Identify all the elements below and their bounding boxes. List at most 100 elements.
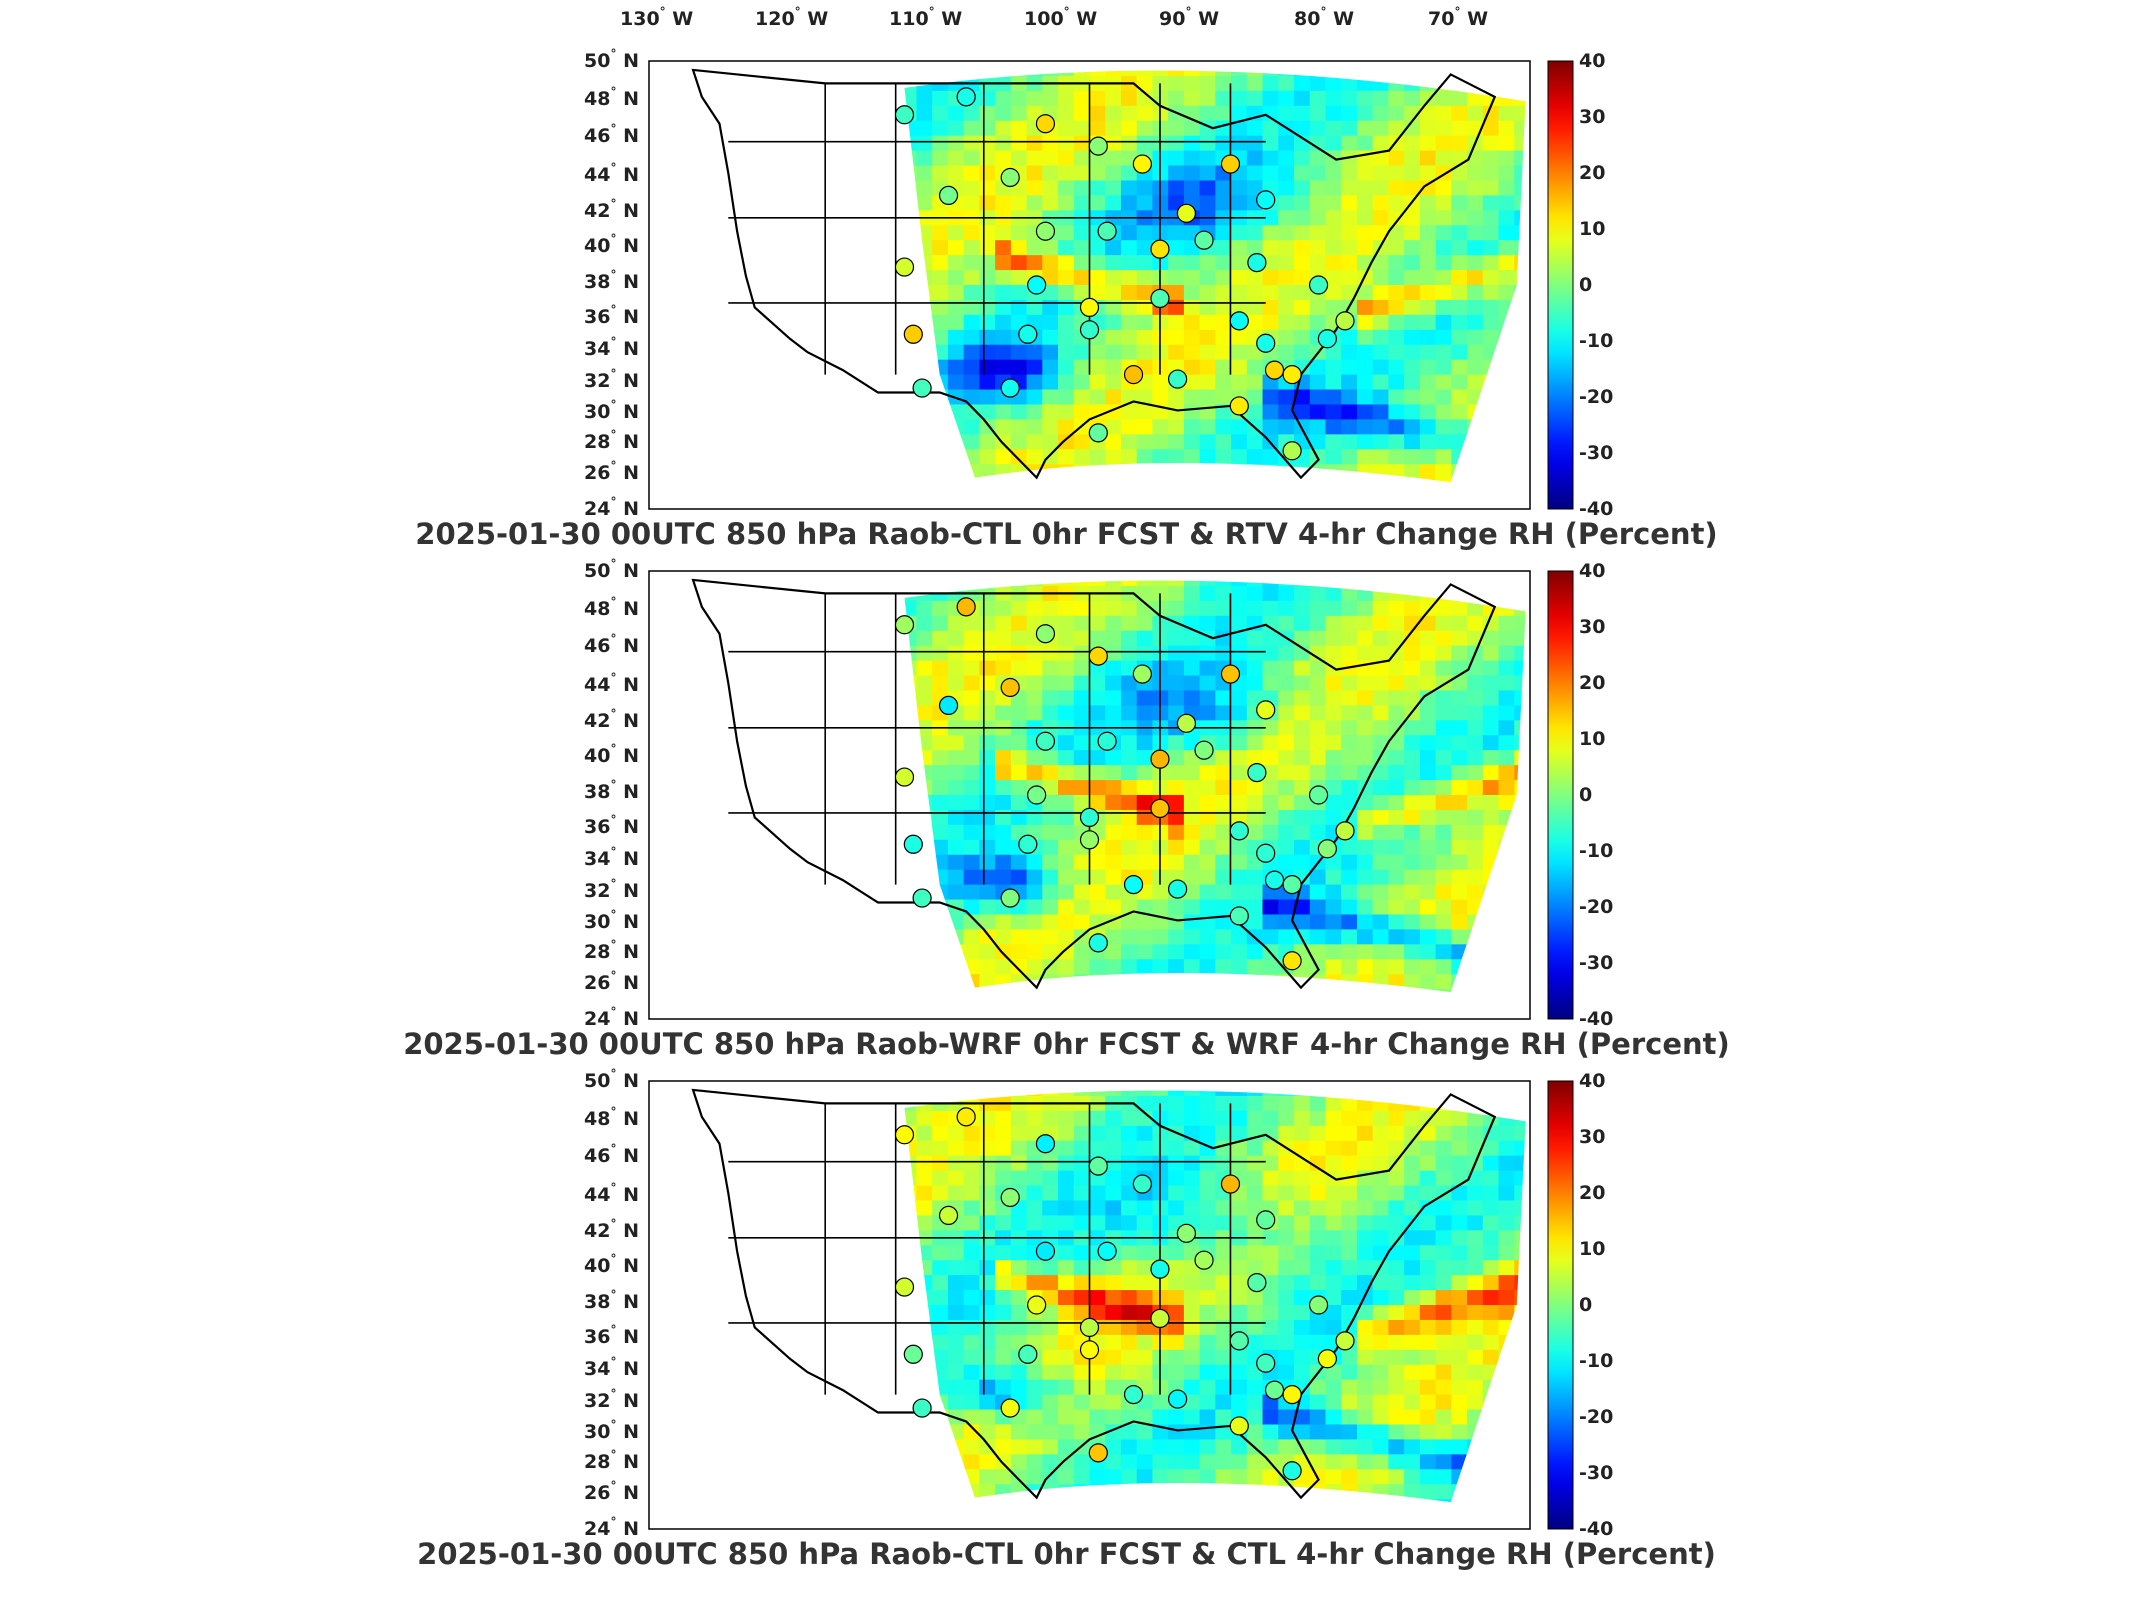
latitude-label: 40° N bbox=[584, 232, 639, 258]
panel-title: 2025-01-30 00UTC 850 hPa Raob-WRF 0hr FC… bbox=[403, 1027, 1730, 1061]
raob-station-marker bbox=[1132, 1174, 1152, 1194]
longitude-label: 120° W bbox=[755, 5, 829, 30]
longitude-label: 130° W bbox=[620, 5, 694, 30]
raob-station-marker bbox=[1035, 731, 1056, 751]
latitude-label: 50° N bbox=[584, 557, 639, 582]
colorbar-tick-label: 40 bbox=[1579, 50, 1606, 72]
colorbar-tick-label: -40 bbox=[1579, 498, 1614, 520]
raob-station-marker bbox=[1317, 1349, 1337, 1369]
raob-station-marker bbox=[1229, 396, 1249, 416]
raob-station-marker bbox=[1229, 311, 1249, 331]
raob-station-marker bbox=[1194, 1250, 1214, 1270]
colorbar-tick-label: 10 bbox=[1579, 728, 1606, 750]
colorbar bbox=[1547, 1080, 1574, 1530]
raob-station-marker bbox=[1097, 221, 1117, 241]
colorbar-tick-label: 20 bbox=[1579, 162, 1606, 184]
raob-station-marker bbox=[1229, 821, 1249, 841]
raob-station-marker bbox=[1123, 365, 1144, 385]
raob-station-marker bbox=[1229, 1331, 1249, 1351]
raob-station-marker bbox=[903, 324, 923, 344]
raob-station-marker bbox=[1247, 253, 1267, 273]
latitude-label: 34° N bbox=[584, 335, 639, 361]
colorbar-tick-label: 20 bbox=[1579, 672, 1606, 694]
raob-station-marker bbox=[1088, 1443, 1108, 1463]
latitude-label: 24° N bbox=[584, 1515, 639, 1540]
raob-station-marker bbox=[1264, 360, 1285, 380]
raob-station-marker bbox=[1035, 1241, 1056, 1261]
latitude-label: 44° N bbox=[584, 160, 639, 186]
latitude-label: 38° N bbox=[584, 1288, 639, 1314]
latitude-label: 30° N bbox=[584, 907, 639, 933]
latitude-label: 30° N bbox=[584, 1417, 639, 1443]
colorbar-tick-label: -30 bbox=[1579, 1462, 1614, 1484]
raob-station-marker bbox=[1018, 834, 1038, 854]
raob-station-marker bbox=[1256, 700, 1276, 720]
latitude-label: 48° N bbox=[584, 85, 639, 111]
raob-stations bbox=[894, 1107, 1355, 1481]
raob-station-marker bbox=[1247, 762, 1267, 783]
raob-station-marker bbox=[1264, 870, 1285, 890]
raob-station-marker bbox=[1018, 324, 1038, 344]
latitude-label: 36° N bbox=[584, 1322, 639, 1348]
raob-station-marker bbox=[1167, 879, 1188, 899]
raob-station-marker bbox=[1079, 320, 1100, 340]
raob-station-marker bbox=[1035, 221, 1056, 241]
raob-station-marker bbox=[894, 615, 915, 635]
raob-station-marker bbox=[956, 87, 976, 107]
latitude-label: 40° N bbox=[584, 1252, 639, 1278]
raob-station-marker bbox=[1088, 423, 1108, 443]
colorbar-tick-label: -10 bbox=[1579, 1350, 1614, 1372]
raob-station-marker bbox=[1282, 1384, 1302, 1405]
raob-station-marker bbox=[1097, 731, 1117, 751]
raob-station-marker bbox=[894, 257, 915, 277]
state-borders bbox=[728, 593, 1266, 885]
raob-station-marker bbox=[1150, 288, 1170, 309]
raob-station-marker bbox=[1256, 843, 1276, 863]
colorbar-tick-label: 0 bbox=[1579, 1294, 1593, 1316]
raob-station-marker bbox=[1220, 154, 1241, 174]
latitude-label: 32° N bbox=[584, 876, 639, 902]
raob-station-marker bbox=[1088, 646, 1108, 666]
raob-station-marker bbox=[956, 597, 976, 617]
raob-station-marker bbox=[1150, 749, 1170, 769]
latitude-label: 48° N bbox=[584, 1105, 639, 1131]
latitude-label: 32° N bbox=[584, 1386, 639, 1412]
colorbar-tick-label: -30 bbox=[1579, 952, 1614, 974]
latitude-label: 34° N bbox=[584, 845, 639, 871]
raob-station-marker bbox=[1123, 1384, 1144, 1405]
raob-station-marker bbox=[1000, 1398, 1020, 1418]
latitude-label: 28° N bbox=[584, 938, 639, 964]
raob-stations bbox=[894, 597, 1355, 971]
latitude-label: 26° N bbox=[584, 458, 639, 484]
raob-station-marker bbox=[1282, 874, 1302, 895]
raob-station-marker bbox=[1079, 297, 1100, 317]
raob-station-marker bbox=[1150, 798, 1170, 819]
raob-station-marker bbox=[903, 1344, 923, 1364]
map-panel-3 bbox=[648, 1080, 1574, 1530]
raob-station-marker bbox=[1079, 1340, 1100, 1360]
raob-station-marker bbox=[1000, 888, 1020, 908]
raob-station-marker bbox=[1256, 1353, 1276, 1373]
raob-station-marker bbox=[1000, 677, 1020, 698]
panel-title: 2025-01-30 00UTC 850 hPa Raob-CTL 0hr FC… bbox=[417, 1537, 1716, 1571]
raob-station-marker bbox=[1256, 333, 1276, 353]
map-panel-2 bbox=[648, 570, 1574, 1020]
latitude-label: 32° N bbox=[584, 366, 639, 392]
raob-station-marker bbox=[1027, 1295, 1047, 1315]
colorbar-tick-label: 10 bbox=[1579, 1238, 1606, 1260]
conus-outline bbox=[691, 578, 1497, 990]
latitude-label: 42° N bbox=[584, 196, 639, 222]
raob-station-marker bbox=[1035, 1134, 1056, 1154]
latitude-label: 48° N bbox=[584, 595, 639, 621]
raob-station-marker bbox=[1079, 830, 1100, 850]
raob-station-marker bbox=[1027, 275, 1047, 295]
raob-station-marker bbox=[1229, 1416, 1249, 1436]
latitude-label: 38° N bbox=[584, 778, 639, 804]
raob-station-marker bbox=[912, 888, 932, 908]
raob-station-marker bbox=[1027, 785, 1047, 805]
raob-station-marker bbox=[1247, 1272, 1267, 1293]
colorbar-tick-label: 30 bbox=[1579, 106, 1606, 128]
latitude-label: 42° N bbox=[584, 706, 639, 732]
raob-station-marker bbox=[1088, 1156, 1108, 1176]
